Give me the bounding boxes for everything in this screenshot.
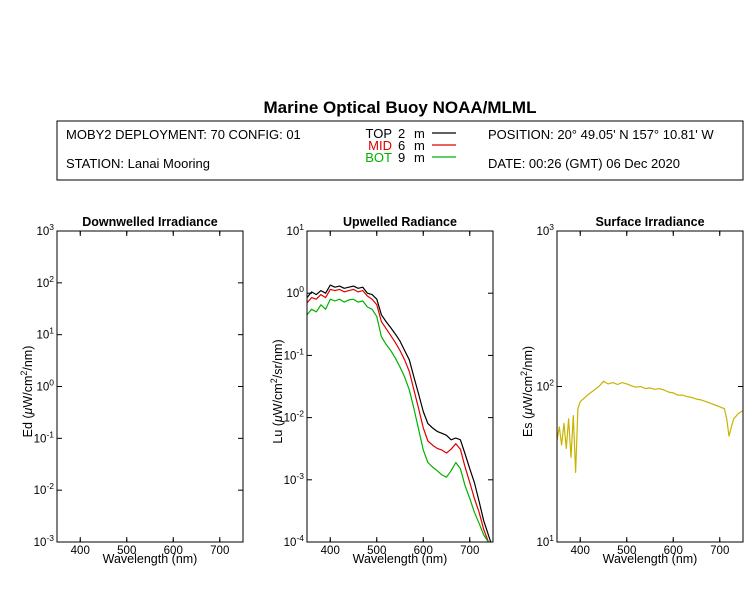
x-tick-label: 700 xyxy=(710,545,729,557)
info-box-frame xyxy=(56,120,744,181)
x-tick-label: 400 xyxy=(571,545,590,557)
y-tick-label: 10-2 xyxy=(284,409,305,425)
panel-surface-irradiance: Surface Irradiance 400 500 600 700 101 102 103 W… xyxy=(519,215,744,566)
legend-label-bot: BOT xyxy=(365,150,392,165)
info-box: MOBY2 DEPLOYMENT: 70 CONFIG: 01 STATION:… xyxy=(56,120,744,181)
y-tick-label: 10-1 xyxy=(284,346,305,362)
series-line-top xyxy=(306,284,492,543)
legend-label-mid: MID xyxy=(368,138,392,153)
x-axis-label: Wavelength (nm) xyxy=(353,552,448,566)
legend-depth-bot: 9 xyxy=(398,150,405,165)
plot-frame xyxy=(556,230,744,543)
x-tick-label: 700 xyxy=(210,545,229,557)
x-tick-label: 500 xyxy=(367,545,386,557)
x-tick-label: 500 xyxy=(617,545,636,557)
x-tick-label: 500 xyxy=(117,545,136,557)
x-tick-label: 700 xyxy=(460,545,479,557)
y-axis-label: Lu (μW/cm2/sr/nm) xyxy=(269,339,285,443)
position-text: POSITION: 20° 49.05' N 157° 10.81' W xyxy=(488,127,714,142)
y-tick-label: 101 xyxy=(286,222,304,238)
panel-upwelled-radiance: Upwelled Radiance 400 500 600 700 10-4 10-3 10-… xyxy=(269,215,494,566)
y-tick-label: 100 xyxy=(36,378,54,394)
date-text: DATE: 00:26 (GMT) 06 Dec 2020 xyxy=(488,156,680,171)
x-tick-label: 600 xyxy=(664,545,683,557)
y-tick-label: 10-2 xyxy=(34,481,55,497)
station-text: STATION: Lanai Mooring xyxy=(66,156,210,171)
y-tick-label: 10-1 xyxy=(34,429,55,445)
y-tick-label: 101 xyxy=(536,533,554,549)
panel-title: Downwelled Irradiance xyxy=(82,215,218,229)
y-axis-label: Ed (μW/cm2/nm) xyxy=(19,346,35,438)
x-axis-label: Wavelength (nm) xyxy=(603,552,698,566)
x-tick-label: 400 xyxy=(321,545,340,557)
y-tick-label: 101 xyxy=(36,326,54,342)
y-tick-label: 10-3 xyxy=(284,471,305,487)
series-line-es xyxy=(556,380,744,474)
y-tick-label: 102 xyxy=(536,378,554,394)
panel-title: Surface Irradiance xyxy=(595,215,704,229)
y-tick-label: 102 xyxy=(36,274,54,290)
y-tick-label: 100 xyxy=(286,284,304,300)
figure-title: Marine Optical Buoy NOAA/MLML xyxy=(264,98,537,117)
x-tick-label: 400 xyxy=(71,545,90,557)
y-tick-label: 103 xyxy=(36,222,54,238)
legend-unit-bot: m xyxy=(414,150,425,165)
x-tick-label: 600 xyxy=(414,545,433,557)
y-tick-label: 10-4 xyxy=(284,533,305,549)
y-tick-label: 10-3 xyxy=(34,533,55,549)
legend-depth-top: 2 xyxy=(398,126,405,141)
x-axis-label: Wavelength (nm) xyxy=(103,552,198,566)
series-line-bot xyxy=(306,298,489,543)
deployment-text: MOBY2 DEPLOYMENT: 70 CONFIG: 01 xyxy=(66,127,301,142)
legend-label-top: TOP xyxy=(366,126,393,141)
plot-frame xyxy=(56,230,244,543)
legend-unit-top: m xyxy=(414,126,425,141)
legend: TOP 2 m MID 6 m BOT 9 m xyxy=(365,126,456,165)
y-axis-label: Es (μW/cm2/nm) xyxy=(519,346,535,437)
legend-depth-mid: 6 xyxy=(398,138,405,153)
legend-unit-mid: m xyxy=(414,138,425,153)
plot-frame xyxy=(306,230,494,543)
x-tick-label: 600 xyxy=(164,545,183,557)
y-tick-label: 103 xyxy=(536,222,554,238)
series-line-mid xyxy=(306,288,489,543)
panel-downwelled-irradiance: Downwelled Irradiance 400 500 600 700 10-3 10-… xyxy=(19,215,244,566)
panel-title: Upwelled Radiance xyxy=(343,215,457,229)
